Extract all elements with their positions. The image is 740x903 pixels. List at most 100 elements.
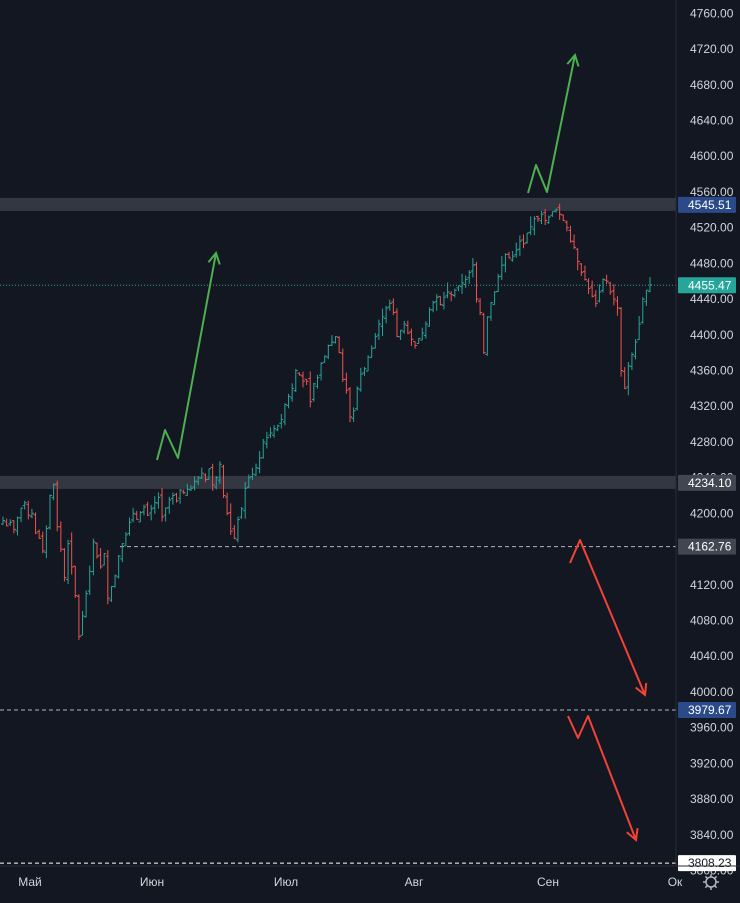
ohlc-bar[interactable] [510,250,515,262]
ohlc-bar[interactable] [532,216,537,236]
ohlc-bar[interactable] [19,507,24,523]
ohlc-bar[interactable] [1,516,5,525]
ohlc-bar[interactable] [434,294,439,311]
ohlc-bar[interactable] [441,291,446,310]
ohlc-bar[interactable] [637,315,642,341]
ohlc-bar[interactable] [116,554,121,579]
ohlc-bar[interactable] [546,215,551,224]
ohlc-bar[interactable] [525,232,530,244]
ohlc-bar[interactable] [131,507,136,523]
ohlc-bar[interactable] [496,273,501,292]
ohlc-bar[interactable] [8,519,13,526]
ohlc-bar[interactable] [192,476,197,491]
ohlc-bar[interactable] [261,438,266,459]
ohlc-bar[interactable] [138,511,143,523]
ohlc-bar[interactable] [568,225,573,243]
ohlc-bar[interactable] [445,282,450,299]
ohlc-bar[interactable] [514,242,519,258]
ohlc-bar[interactable] [304,378,309,385]
ohlc-bar[interactable] [174,492,179,503]
ohlc-bar[interactable] [561,214,566,222]
ohlc-bar[interactable] [376,319,381,340]
ohlc-bar[interactable] [329,335,334,346]
ohlc-bar[interactable] [141,504,146,516]
ohlc-bar[interactable] [593,290,598,307]
ohlc-bar[interactable] [279,413,284,429]
ohlc-bar[interactable] [51,483,56,501]
ohlc-bar[interactable] [254,463,259,476]
ohlc-bar[interactable] [293,368,298,393]
ohlc-bar[interactable] [178,488,183,504]
ohlc-bar[interactable] [604,274,609,285]
ohlc-bar[interactable] [84,590,89,618]
ohlc-bar[interactable] [160,487,165,522]
ohlc-bar[interactable] [66,539,71,585]
ohlc-bar[interactable] [347,387,352,423]
ohlc-bar[interactable] [481,312,486,355]
ohlc-bar[interactable] [463,275,468,288]
ohlc-bar[interactable] [308,371,313,408]
ohlc-bar[interactable] [282,403,287,426]
ohlc-bar[interactable] [322,355,327,363]
ohlc-bar[interactable] [648,276,652,293]
up-arrow-1[interactable] [156,250,221,461]
ohlc-bar[interactable] [286,393,291,409]
down-arrow-2[interactable] [567,715,639,842]
ohlc-bar[interactable] [608,281,613,295]
ohlc-bar[interactable] [601,278,606,293]
ohlc-bar[interactable] [629,352,634,370]
ohlc-bar[interactable] [564,220,569,232]
ohlc-bar[interactable] [586,278,591,295]
ohlc-bar[interactable] [232,525,237,540]
down-arrow-1[interactable] [569,539,648,697]
ohlc-bar[interactable] [301,371,306,388]
ohlc-bar[interactable] [528,216,533,236]
ohlc-bar[interactable] [633,339,638,360]
ohlc-bar[interactable] [239,507,244,519]
ohlc-bar[interactable] [438,295,443,306]
ohlc-bar[interactable] [4,518,9,527]
ohlc-bar[interactable] [622,367,627,390]
ohlc-bar[interactable] [582,265,587,281]
ohlc-bar[interactable] [420,327,425,341]
ohlc-bar[interactable] [362,366,367,376]
ohlc-bar[interactable] [311,382,316,402]
ohlc-bar[interactable] [145,501,150,516]
ohlc-bar[interactable] [149,504,154,521]
ohlc-bar[interactable] [26,500,31,520]
ohlc-bar[interactable] [319,362,324,381]
ohlc-bar[interactable] [384,305,389,324]
ohlc-bar[interactable] [217,461,222,484]
ohlc-bar[interactable] [579,263,584,276]
ohlc-bar[interactable] [123,531,128,547]
ohlc-bar[interactable] [297,372,302,376]
ohlc-bar[interactable] [405,320,410,335]
ohlc-bar[interactable] [380,308,385,337]
ohlc-bar[interactable] [275,424,280,432]
ohlc-bar[interactable] [358,367,363,392]
up-arrow-2[interactable] [527,52,580,194]
ohlc-bar[interactable] [315,374,320,389]
ohlc-bar[interactable] [590,280,595,298]
ohlc-bar[interactable] [449,291,454,302]
ohlc-bar[interactable] [134,510,139,521]
ohlc-bar[interactable] [398,329,403,341]
ohlc-bar[interactable] [413,340,418,349]
ohlc-bar[interactable] [37,529,42,539]
settings-gear-icon[interactable] [703,874,719,890]
ohlc-bar[interactable] [517,235,522,256]
ohlc-bar[interactable] [29,508,34,519]
ohlc-bar[interactable] [452,288,457,298]
ohlc-bar[interactable] [268,427,273,439]
ohlc-bar[interactable] [456,285,461,292]
ohlc-bar[interactable] [44,525,49,559]
ohlc-bar[interactable] [575,248,580,271]
ohlc-bar[interactable] [120,543,125,563]
ohlc-bar[interactable] [47,494,52,530]
ohlc-bar[interactable] [272,425,277,438]
ohlc-bar[interactable] [167,496,172,514]
ohlc-bar[interactable] [210,463,215,491]
ohlc-bar[interactable] [243,482,248,519]
ohlc-bar[interactable] [333,336,338,344]
ohlc-bar[interactable] [80,611,85,636]
